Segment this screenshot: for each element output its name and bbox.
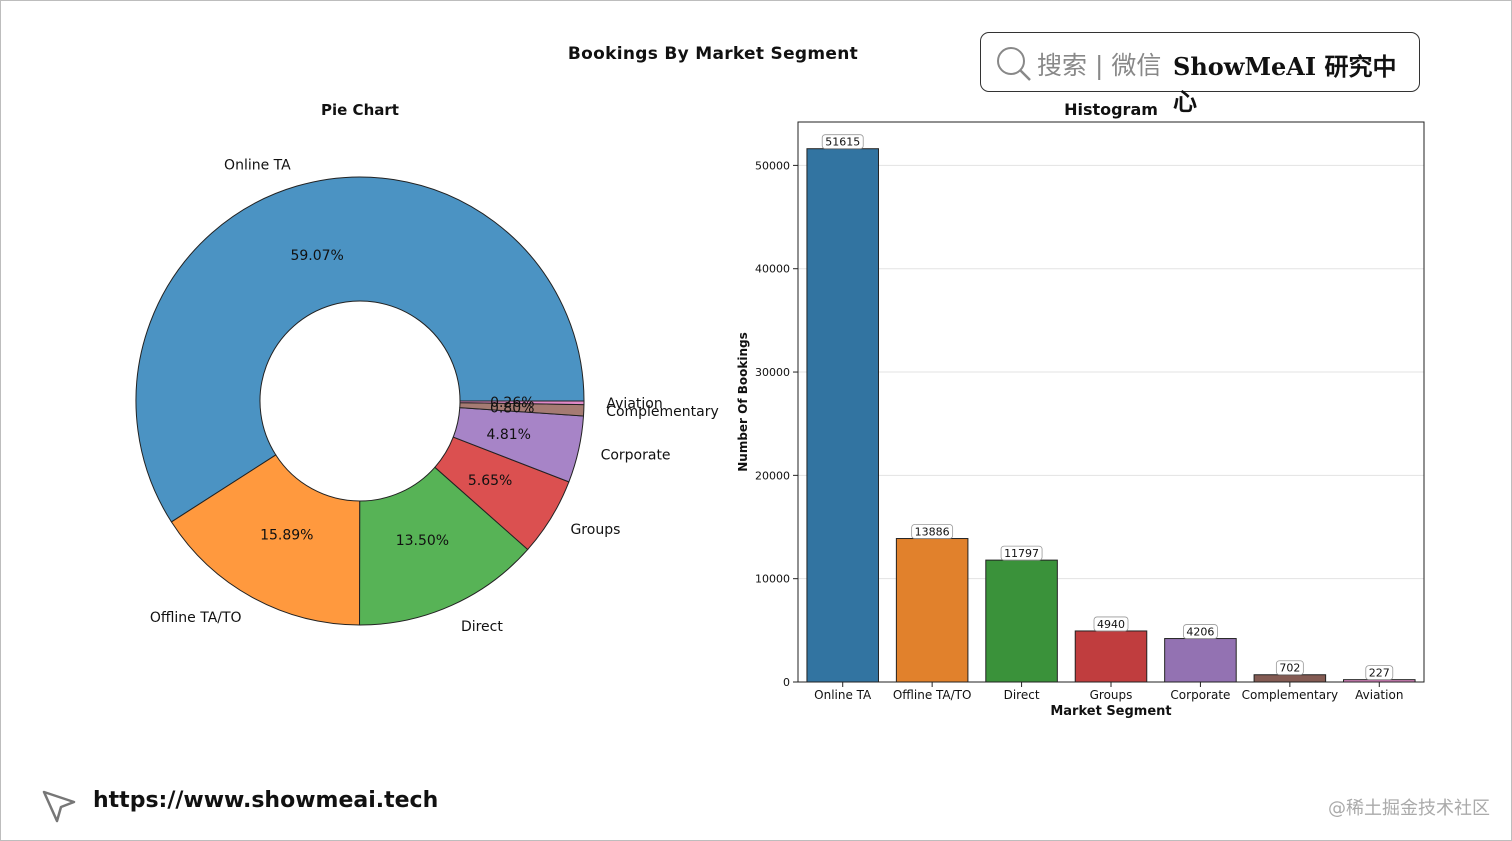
pie-percent-label-offline-ta-to: 15.89% bbox=[260, 528, 313, 544]
y-tick-label: 20000 bbox=[755, 469, 790, 482]
bar-offline-ta-to bbox=[895, 538, 969, 683]
bar-value-label-online-ta: 51615 bbox=[825, 136, 860, 149]
x-tick-label-corporate: Corporate bbox=[1170, 688, 1230, 702]
bar-value-box-aviation bbox=[1365, 665, 1394, 681]
x-axis-label: Market Segment bbox=[1050, 704, 1171, 719]
bar-value-label-aviation: 227 bbox=[1369, 667, 1390, 680]
y-tick-label: 30000 bbox=[755, 366, 790, 379]
bar-series: 51615 13886 11797 4940 4206 702 227 bbox=[806, 134, 1416, 683]
y-tick-label: 10000 bbox=[755, 573, 790, 586]
bar-value-label-complementary: 702 bbox=[1279, 662, 1300, 675]
pie-category-label-offline-ta-to: Offline TA/TO bbox=[150, 610, 242, 626]
bar-value-label-corporate: 4206 bbox=[1186, 626, 1214, 639]
bar-value-box-direct bbox=[1000, 545, 1043, 561]
pie-slices bbox=[135, 176, 585, 626]
y-axis: 0 10000 20000 30000 40000 50000 bbox=[755, 159, 798, 689]
bar-value-box-corporate bbox=[1183, 624, 1218, 639]
pie-slice-online-ta bbox=[135, 176, 585, 523]
pie-category-label-online-ta: Online TA bbox=[224, 158, 291, 174]
cursor-icon bbox=[42, 790, 76, 823]
watermark: @稀土掘金技术社区 bbox=[1328, 798, 1490, 819]
bar-groups bbox=[1074, 630, 1148, 683]
bar-value-label-offline-ta-to: 13886 bbox=[915, 526, 950, 539]
pie-percent-label-online-ta: 59.07% bbox=[290, 248, 343, 264]
pie-category-label-aviation: Aviation bbox=[606, 396, 662, 412]
pie-category-label-corporate: Corporate bbox=[601, 447, 671, 463]
bar-corporate bbox=[1164, 638, 1237, 683]
bar-online-ta bbox=[806, 148, 879, 683]
bar-value-label-direct: 11797 bbox=[1004, 547, 1039, 560]
pie-percent-label-aviation: 0.26% bbox=[490, 395, 534, 411]
x-tick-label-direct: Direct bbox=[1004, 688, 1040, 702]
figure-title: Bookings By Market Segment bbox=[567, 44, 859, 64]
pie-category-label-groups: Groups bbox=[570, 522, 620, 538]
bar-value-label-groups: 4940 bbox=[1097, 618, 1125, 631]
pie-slice-aviation bbox=[459, 400, 585, 406]
bar-chart-title: Histogram bbox=[1064, 100, 1158, 119]
pie-percent-label-complementary: 0.80% bbox=[490, 400, 534, 416]
x-tick-label-online-ta: Online TA bbox=[814, 688, 872, 702]
x-tick-label-complementary: Complementary bbox=[1242, 688, 1339, 702]
bar-value-box-online-ta bbox=[821, 134, 864, 150]
pie-percent-label-corporate: 4.81% bbox=[486, 427, 530, 443]
pie-slice-offline-ta-to bbox=[170, 454, 361, 626]
search-icon bbox=[997, 47, 1031, 81]
brand-banner: 搜索 | 微信 ShowMeAI 研究中心 bbox=[980, 32, 1420, 116]
y-tick-label: 50000 bbox=[755, 159, 790, 172]
pie-category-label-complementary: Complementary bbox=[606, 404, 719, 420]
pie-chart-title: Pie Chart bbox=[321, 101, 399, 119]
x-tick-label-offline-ta-to: Offline TA/TO bbox=[893, 688, 972, 702]
pie-percent-label-groups: 5.65% bbox=[468, 473, 512, 489]
bar-value-box-groups bbox=[1093, 616, 1129, 632]
plot-area-border bbox=[797, 121, 1425, 683]
pie-labels: 59.07% Online TA 15.89% Offline TA/TO 13.50%… bbox=[150, 158, 719, 635]
bar-value-box-offline-ta-to bbox=[911, 524, 954, 539]
y-tick-label: 40000 bbox=[755, 263, 790, 276]
brand-name: ShowMeAI 研究中心 bbox=[1173, 52, 1397, 116]
footer-link[interactable]: https://www.showmeai.tech bbox=[93, 788, 439, 813]
bar-gridlines bbox=[798, 164, 1424, 683]
pie-percent-label-direct: 13.50% bbox=[396, 533, 449, 549]
pie-chart: Pie Chart 59.07% Online TA 15.89% Offline T… bbox=[135, 101, 719, 635]
pie-category-label-direct: Direct bbox=[461, 619, 503, 635]
pie-slice-direct bbox=[359, 466, 529, 626]
bar-complementary bbox=[1253, 674, 1327, 683]
y-tick-label: 0 bbox=[783, 676, 790, 689]
brand-search-text: 搜索 | 微信 bbox=[1037, 51, 1162, 80]
x-axis: Online TA Offline TA/TO Direct Groups Corpor… bbox=[814, 682, 1403, 702]
bar-value-box-complementary bbox=[1275, 660, 1304, 676]
x-tick-label-groups: Groups bbox=[1090, 688, 1133, 702]
y-axis-label: Number Of Bookings bbox=[736, 332, 750, 472]
bar-direct bbox=[985, 559, 1058, 683]
x-tick-label-aviation: Aviation bbox=[1355, 688, 1403, 702]
